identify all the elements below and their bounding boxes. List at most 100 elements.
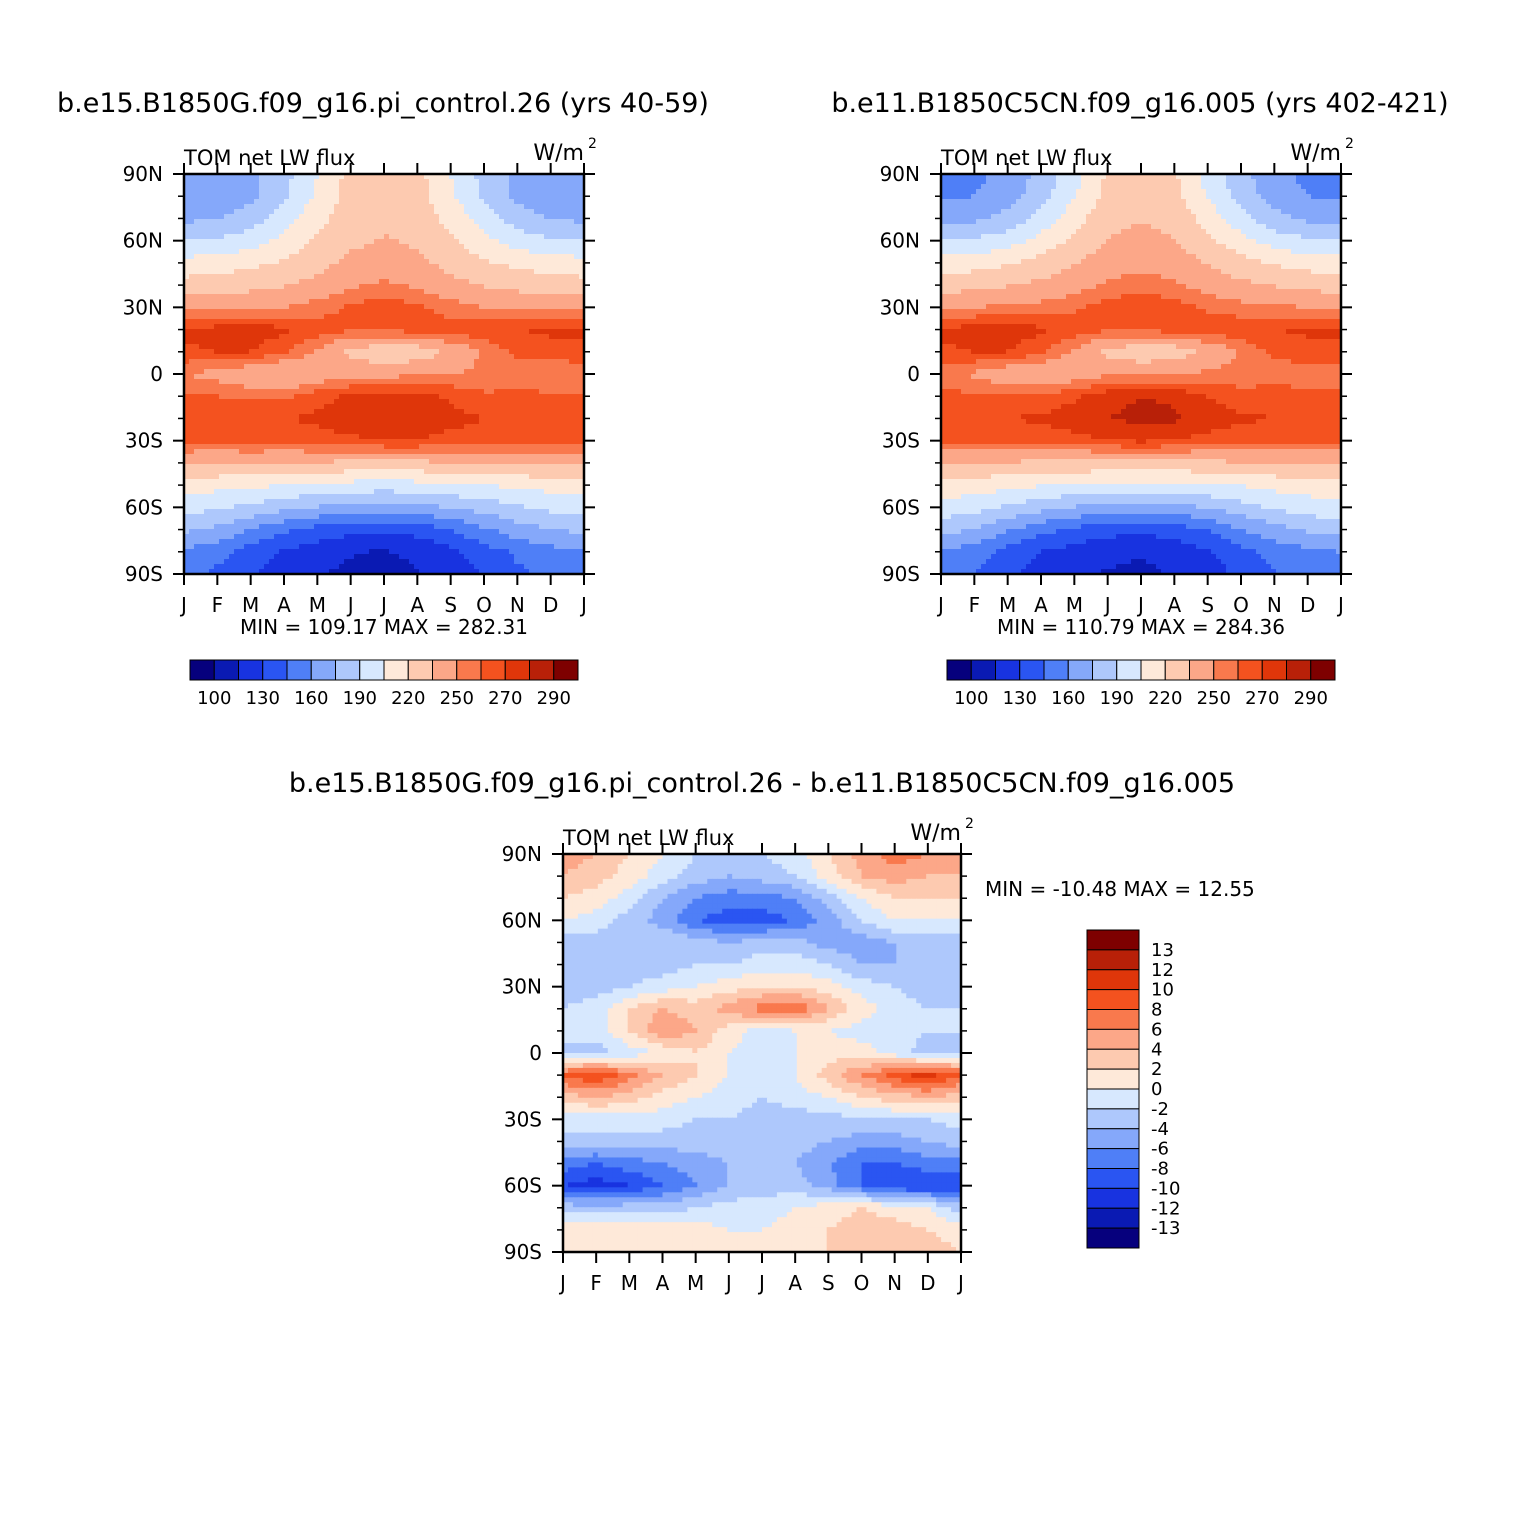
contour-cell	[429, 379, 435, 385]
contour-cell	[289, 249, 295, 255]
contour-cell	[499, 414, 505, 420]
contour-cell	[374, 479, 380, 485]
contour-cell	[209, 269, 215, 275]
contour-cell	[279, 254, 285, 260]
contour-cell	[389, 219, 395, 225]
contour-cell	[294, 279, 300, 285]
contour-cell	[364, 339, 370, 345]
contour-cell	[574, 299, 580, 305]
contour-cell	[564, 244, 570, 250]
contour-cell	[439, 329, 445, 335]
contour-cell	[534, 454, 540, 460]
contour-cell	[284, 254, 290, 260]
contour-cell	[479, 274, 485, 280]
contour-cell	[404, 449, 410, 455]
contour-cell	[494, 289, 500, 295]
contour-cell	[524, 289, 530, 295]
contour-cell	[184, 314, 190, 320]
contour-cell	[424, 384, 430, 390]
contour-cell	[474, 249, 480, 255]
contour-cell	[279, 224, 285, 230]
contour-cell	[374, 244, 380, 250]
contour-cell	[419, 314, 425, 320]
contour-cell	[224, 404, 230, 410]
contour-cell	[384, 434, 390, 440]
contour-cell	[314, 309, 320, 315]
contour-cell	[519, 369, 525, 375]
contour-cell	[299, 434, 305, 440]
contour-cell	[419, 414, 425, 420]
contour-cell	[284, 354, 290, 360]
contour-cell	[384, 194, 390, 200]
contour-cell	[479, 449, 485, 455]
contour-cell	[404, 334, 410, 340]
contour-cell	[459, 334, 465, 340]
contour-cell	[454, 184, 460, 190]
contour-cell	[344, 324, 350, 330]
contour-cell	[534, 204, 540, 210]
contour-cell	[539, 424, 545, 430]
contour-cell	[564, 459, 570, 465]
contour-cell	[199, 414, 205, 420]
contour-cell	[384, 229, 390, 235]
contour-cell	[579, 409, 585, 415]
contour-cell	[554, 414, 560, 420]
contour-cell	[504, 414, 510, 420]
contour-cell	[464, 294, 470, 300]
contour-cell	[494, 369, 500, 375]
contour-cell	[199, 224, 205, 230]
contour-cell	[234, 249, 240, 255]
contour-cell	[429, 449, 435, 455]
contour-cell	[474, 199, 480, 205]
contour-cell	[279, 274, 285, 280]
contour-cell	[294, 484, 300, 490]
contour-cell	[534, 199, 540, 205]
contour-cell	[224, 394, 230, 400]
contour-cell	[389, 289, 395, 295]
contour-cell	[449, 279, 455, 285]
contour-cell	[444, 364, 450, 370]
contour-cell	[259, 304, 265, 310]
contour-cell	[479, 364, 485, 370]
contour-cell	[364, 264, 370, 270]
contour-cell	[184, 209, 190, 215]
contour-cell	[279, 179, 285, 185]
contour-cell	[244, 424, 250, 430]
contour-cell	[544, 224, 550, 230]
contour-cell	[484, 374, 490, 380]
contour-cell	[464, 444, 470, 450]
contour-cell	[309, 389, 315, 395]
contour-cell	[499, 464, 505, 470]
contour-cell	[354, 404, 360, 410]
contour-cell	[249, 279, 255, 285]
contour-cell	[324, 189, 330, 195]
contour-cell	[499, 244, 505, 250]
contour-cell	[449, 194, 455, 200]
contour-cell	[419, 454, 425, 460]
contour-cell	[184, 414, 190, 420]
contour-cell	[474, 184, 480, 190]
contour-cell	[229, 434, 235, 440]
contour-cell	[319, 274, 325, 280]
contour-cell	[519, 274, 525, 280]
contour-cell	[409, 334, 415, 340]
contour-cell	[539, 309, 545, 315]
contour-cell	[379, 404, 385, 410]
contour-cell	[554, 254, 560, 260]
contour-cell	[274, 354, 280, 360]
contour-cell	[394, 264, 400, 270]
contour-cell	[294, 434, 300, 440]
contour-cell	[319, 289, 325, 295]
contour-cell	[504, 314, 510, 320]
contour-cell	[384, 359, 390, 365]
contour-cell	[424, 304, 430, 310]
contour-cell	[499, 304, 505, 310]
contour-cell	[424, 244, 430, 250]
contour-cell	[244, 434, 250, 440]
contour-cell	[249, 284, 255, 290]
contour-cell	[509, 179, 515, 185]
contour-cell	[289, 269, 295, 275]
contour-cell	[369, 204, 375, 210]
contour-cell	[334, 364, 340, 370]
contour-cell	[234, 309, 240, 315]
